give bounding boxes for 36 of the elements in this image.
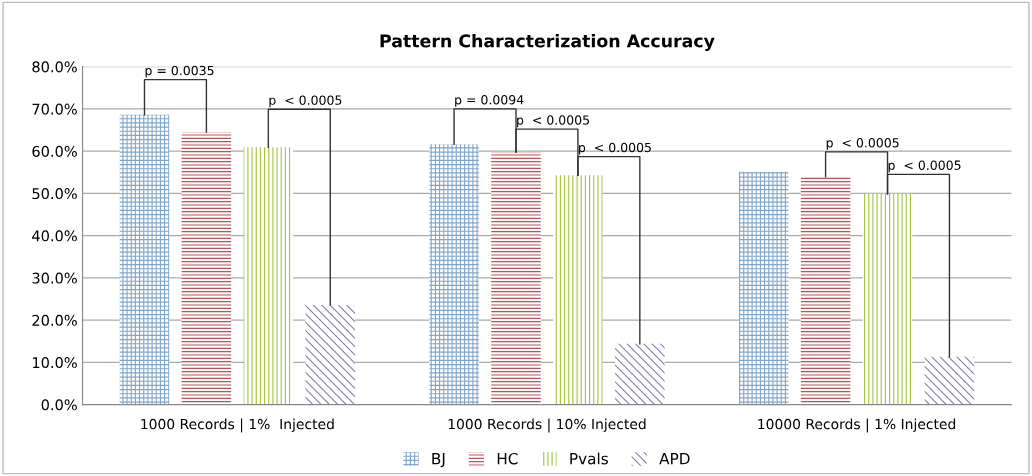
- y-tick-label: 80.0%: [32, 61, 77, 73]
- legend-label: Pvals: [570, 452, 608, 465]
- bar: [243, 147, 294, 405]
- x-tick-label: 1000 Records | 10% Injected: [448, 418, 646, 433]
- bar: [924, 356, 975, 405]
- y-tick-label: 60.0%: [32, 145, 77, 157]
- bar: [862, 193, 913, 405]
- annotation: p < 0.0005: [517, 115, 589, 128]
- bar: [615, 343, 665, 405]
- annotation: p < 0.0005: [826, 137, 899, 150]
- annotation: p < 0.0005: [269, 95, 342, 108]
- y-tick-label: 20.0%: [32, 314, 77, 326]
- annotation: p = 0.0094: [455, 94, 524, 107]
- x-tick-label: 1000 Records | 1% Injected: [141, 418, 334, 433]
- bar: [181, 132, 232, 405]
- x-tick-label: 10000 Records | 1% Injected: [758, 418, 956, 433]
- y-tick-label: 0.0%: [41, 399, 77, 411]
- y-tick-label: 70.0%: [32, 103, 77, 115]
- bar: [305, 304, 356, 405]
- legend-label: APD: [659, 453, 690, 465]
- bar: [429, 144, 479, 405]
- annotation: p < 0.0005: [888, 160, 961, 173]
- bar: [738, 171, 789, 405]
- bar: [800, 176, 851, 405]
- annotation: p < 0.0005: [579, 142, 651, 155]
- annotation: p = 0.0035: [145, 65, 214, 78]
- legend-label: HC: [497, 452, 518, 465]
- y-tick-label: 40.0%: [32, 230, 77, 242]
- bar: [553, 175, 603, 405]
- y-tick-label: 10.0%: [32, 357, 77, 369]
- y-tick-label: 30.0%: [32, 272, 77, 284]
- y-tick-label: 50.0%: [32, 188, 77, 200]
- chart-title: Pattern Characterization Accuracy: [380, 34, 715, 51]
- legend-label: BJ: [432, 453, 445, 468]
- bar: [491, 151, 541, 405]
- bar: [119, 114, 170, 405]
